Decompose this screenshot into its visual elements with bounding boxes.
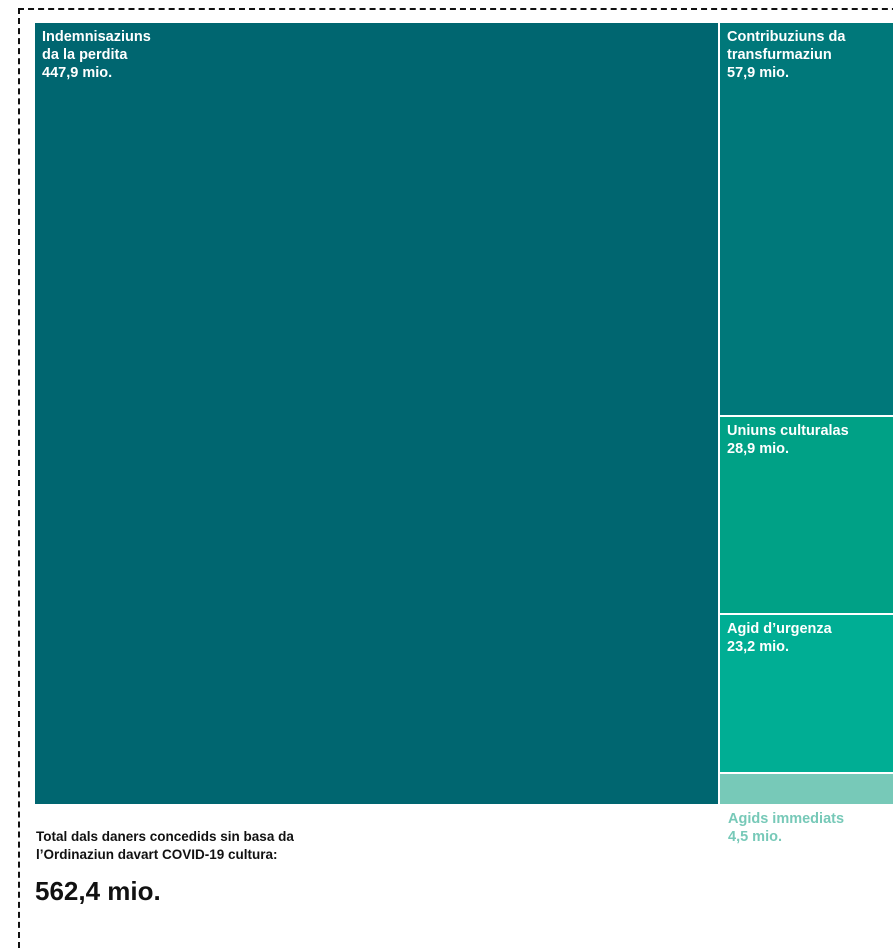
tile-label: Agids immediats [728, 811, 845, 827]
total-value: 562,4 mio. [35, 876, 161, 906]
tile-value: 57,9 mio. [727, 65, 790, 81]
tile-value: 23,2 mio. [727, 639, 790, 655]
tile-value: 447,9 mio. [42, 65, 113, 81]
tile-contribuziuns: Contribuziuns da transfurmaziun 57,9 mio… [720, 23, 893, 415]
tile-label: Contribuziuns da transfurmaziun [727, 29, 846, 63]
tile-uniuns-culturalas: Uniuns culturalas 28,9 mio. [720, 417, 893, 613]
agids-immediats-label: Agids immediats 4,5 mio. [728, 810, 844, 846]
chart-frame [18, 8, 893, 948]
tile-value: 4,5 mio. [728, 829, 782, 845]
tile-label: Indemnisaziuns da la perdita [42, 29, 151, 63]
tile-agids-immediats [720, 774, 893, 804]
tile-label: Agid d’urgenza [727, 621, 832, 637]
tile-label: Uniuns culturalas [727, 423, 849, 439]
total-caption: Total dals daners concedids sin basa da … [36, 829, 294, 862]
tile-agid-urgenza: Agid d’urgenza 23,2 mio. [720, 615, 893, 772]
tile-value: 28,9 mio. [727, 441, 790, 457]
tile-indemnisaziuns: Indemnisaziuns da la perdita 447,9 mio. [35, 23, 718, 804]
